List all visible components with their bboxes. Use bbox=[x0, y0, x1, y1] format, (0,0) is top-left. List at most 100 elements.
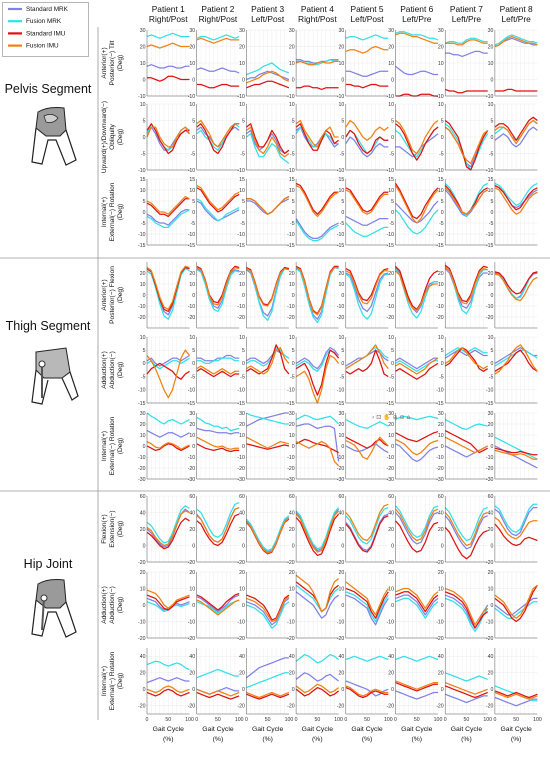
y-tick-label: 0 bbox=[242, 210, 245, 216]
plot-cell: -20 0 20 40 60 bbox=[337, 494, 389, 566]
fusion-imu-line bbox=[295, 60, 339, 66]
fusion-imu-line bbox=[345, 119, 389, 141]
y-tick-label: 40 bbox=[388, 510, 394, 516]
y-tick-label: 5 bbox=[491, 199, 494, 205]
fusion-mrk-line bbox=[444, 507, 488, 542]
y-tick-label: 10 bbox=[189, 433, 195, 439]
plot-cell: -20 -10 0 10 20 bbox=[337, 262, 389, 329]
x-tick-label: 50 bbox=[215, 717, 221, 723]
patient-header-side: Left/Pre bbox=[402, 14, 432, 24]
y-tick-label: -10 bbox=[237, 388, 245, 394]
plot-toolbar-glyphs[interactable]: › ⊡ ✋ ⊕ ⊖ ⌂ bbox=[372, 413, 410, 421]
plot-grid: Anterior(+) Posterior(−) Tilt (Deg)-100102… bbox=[101, 28, 538, 715]
y-tick-label: 15 bbox=[339, 177, 345, 183]
y-tick-label: -5 bbox=[489, 151, 494, 157]
standard-imu-line bbox=[394, 183, 439, 220]
y-tick-label: 0 bbox=[441, 293, 444, 299]
fusion-mrk-line bbox=[295, 266, 339, 324]
y-tick-label: 10 bbox=[438, 61, 444, 67]
y-tick-label: -20 bbox=[188, 636, 196, 642]
y-tick-label: 10 bbox=[388, 433, 394, 439]
plot-cell: -15 -10 -5 0 5 10 bbox=[188, 335, 240, 407]
y-label-line: Extension(−) bbox=[109, 510, 116, 547]
y-tick-label: -15 bbox=[138, 243, 146, 249]
standard-mrk-line bbox=[246, 412, 289, 427]
y-tick-label: 30 bbox=[488, 411, 494, 417]
patient-header-name: Patient 5 bbox=[351, 4, 384, 14]
y-tick-label: 20 bbox=[239, 570, 245, 576]
fusion-imu-line bbox=[246, 436, 290, 449]
x-axis-label: Gait Cycle bbox=[153, 726, 185, 733]
y-tick-label: 15 bbox=[189, 177, 195, 183]
y-tick-label: 10 bbox=[339, 61, 345, 67]
y-tick-label: 0 bbox=[192, 361, 195, 367]
y-tick-label: 0 bbox=[341, 543, 344, 549]
y-tick-label: 60 bbox=[289, 494, 295, 500]
y-tick-label: 30 bbox=[289, 28, 295, 34]
fusion-imu-line bbox=[196, 37, 240, 44]
y-tick-label: 0 bbox=[491, 687, 494, 693]
y-tick-label: -15 bbox=[287, 401, 295, 407]
y-tick-label: -20 bbox=[138, 315, 146, 321]
x-tick-label: 50 bbox=[314, 717, 320, 723]
x-tick-label: 100 bbox=[533, 717, 542, 723]
y-tick-label: 10 bbox=[140, 335, 146, 341]
fusion-imu-line bbox=[196, 365, 240, 375]
plot-cell: -15 -10 -5 0 5 10 15 bbox=[387, 177, 439, 249]
y-tick-label: 20 bbox=[339, 271, 345, 277]
y-tick-label: 20 bbox=[140, 271, 146, 277]
plot-cell: -20 -10 0 10 20 bbox=[188, 262, 240, 329]
fusion-imu-line bbox=[246, 267, 290, 307]
y-tick-label: -10 bbox=[287, 619, 295, 625]
fusion-imu-line bbox=[395, 508, 439, 542]
patient-header-side: Right/Post bbox=[298, 14, 337, 24]
fusion-imu-line bbox=[345, 45, 389, 54]
y-tick-label: 10 bbox=[488, 102, 494, 108]
y-tick-label: 40 bbox=[488, 510, 494, 516]
y-label-line: (Deg) bbox=[117, 362, 124, 379]
y-tick-label: 10 bbox=[438, 188, 444, 194]
y-tick-label: -20 bbox=[436, 466, 444, 472]
y-tick-label: 10 bbox=[339, 102, 345, 108]
legend: Standard MRK Fusion MRK Standard IMU Fusion… bbox=[2, 2, 89, 57]
y-tick-label: 10 bbox=[140, 433, 146, 439]
standard-mrk-line bbox=[146, 209, 190, 226]
legend-label: Fusion MRK bbox=[26, 18, 62, 25]
y-tick-label: 60 bbox=[388, 494, 394, 500]
fusion-imu-line bbox=[246, 596, 290, 623]
standard-mrk-line bbox=[196, 427, 240, 435]
y-tick-label: 20 bbox=[388, 44, 394, 50]
fusion-imu-line bbox=[196, 119, 240, 148]
thigh-segment-icon bbox=[31, 347, 79, 405]
standard-imu-line bbox=[345, 515, 389, 553]
y-tick-label: 0 bbox=[341, 687, 344, 693]
plot-cell: -15 -10 -5 0 5 10 15 bbox=[188, 177, 240, 249]
x-tick-label: 50 bbox=[414, 717, 420, 723]
standard-mrk-line bbox=[246, 349, 290, 365]
fusion-mrk-line bbox=[245, 515, 290, 552]
plot-cell: -20 0 20 40 60 bbox=[287, 494, 340, 566]
leg-outline bbox=[31, 599, 77, 638]
y-tick-label: -20 bbox=[237, 704, 245, 710]
standard-imu-line bbox=[444, 685, 488, 699]
y-tick-label: 0 bbox=[341, 603, 344, 609]
y-tick-label: -5 bbox=[439, 374, 444, 380]
pelvis-detail bbox=[43, 114, 59, 123]
x-tick-label: 0 bbox=[245, 717, 248, 723]
y-tick-label: -10 bbox=[486, 232, 494, 238]
y-tick-label: -5 bbox=[489, 221, 494, 227]
y-tick-label: -10 bbox=[188, 619, 196, 625]
y-tick-label: 0 bbox=[491, 210, 494, 216]
y-tick-label: 30 bbox=[388, 28, 394, 34]
standard-imu-line bbox=[494, 584, 538, 623]
y-tick-label: -5 bbox=[290, 221, 295, 227]
y-tick-label: -20 bbox=[387, 466, 395, 472]
y-tick-label: -20 bbox=[237, 636, 245, 642]
y-tick-label: -10 bbox=[237, 619, 245, 625]
y-label-line: (Deg) bbox=[117, 287, 124, 304]
y-tick-label: 10 bbox=[140, 61, 146, 67]
y-tick-label: -10 bbox=[337, 94, 345, 100]
y-tick-label: -10 bbox=[188, 455, 196, 461]
